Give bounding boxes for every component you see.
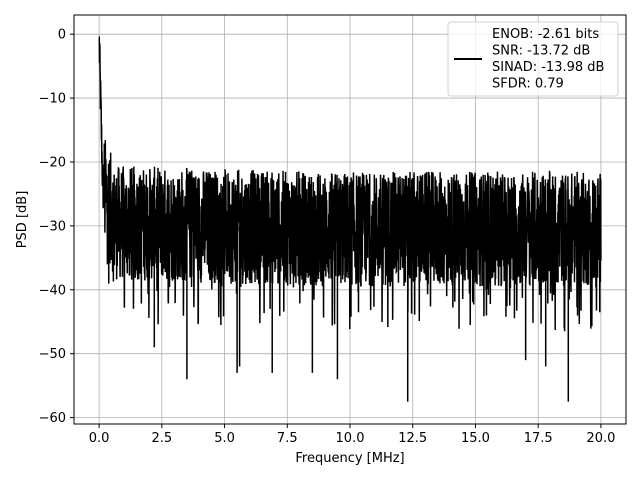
y-tick-label: −10 [39, 92, 66, 107]
y-tick-label: −20 [39, 155, 66, 170]
legend-text-sinad: SINAD: -13.98 dB [492, 60, 604, 75]
x-tick-label: 15.0 [461, 431, 490, 446]
legend-text-snr: SNR: -13.72 dB [492, 44, 590, 59]
psd-series-line [98, 36, 602, 402]
y-tick-label: 0 [58, 28, 66, 43]
y-tick-label: −60 [39, 411, 66, 426]
legend-text-enob: ENOB: -2.61 bits [492, 27, 599, 42]
x-tick-label: 7.5 [277, 431, 298, 446]
x-tick-label: 12.5 [398, 431, 427, 446]
x-tick-label: 5.0 [214, 431, 235, 446]
legend-box [447, 21, 619, 97]
legend: ENOB: -2.61 bits SNR: -13.72 dB SINAD: -… [447, 21, 619, 97]
x-tick-label: 17.5 [524, 431, 553, 446]
x-axis-ticks: 0.0 2.5 5.0 7.5 10.0 12.5 15.0 17.5 20.0 [89, 424, 615, 446]
legend-text-sfdr: SFDR: 0.79 [492, 77, 564, 92]
y-tick-label: −50 [39, 347, 66, 362]
x-axis-label: Frequency [MHz] [295, 451, 404, 466]
y-axis-ticks: 0 −10 −20 −30 −40 −50 −60 [39, 28, 74, 426]
y-tick-label: −30 [39, 219, 66, 234]
y-tick-label: −40 [39, 283, 66, 298]
x-tick-label: 20.0 [586, 431, 615, 446]
y-axis-label: PSD [dB] [15, 191, 30, 249]
x-tick-label: 2.5 [151, 431, 172, 446]
x-tick-label: 0.0 [89, 431, 110, 446]
x-tick-label: 10.0 [336, 431, 365, 446]
